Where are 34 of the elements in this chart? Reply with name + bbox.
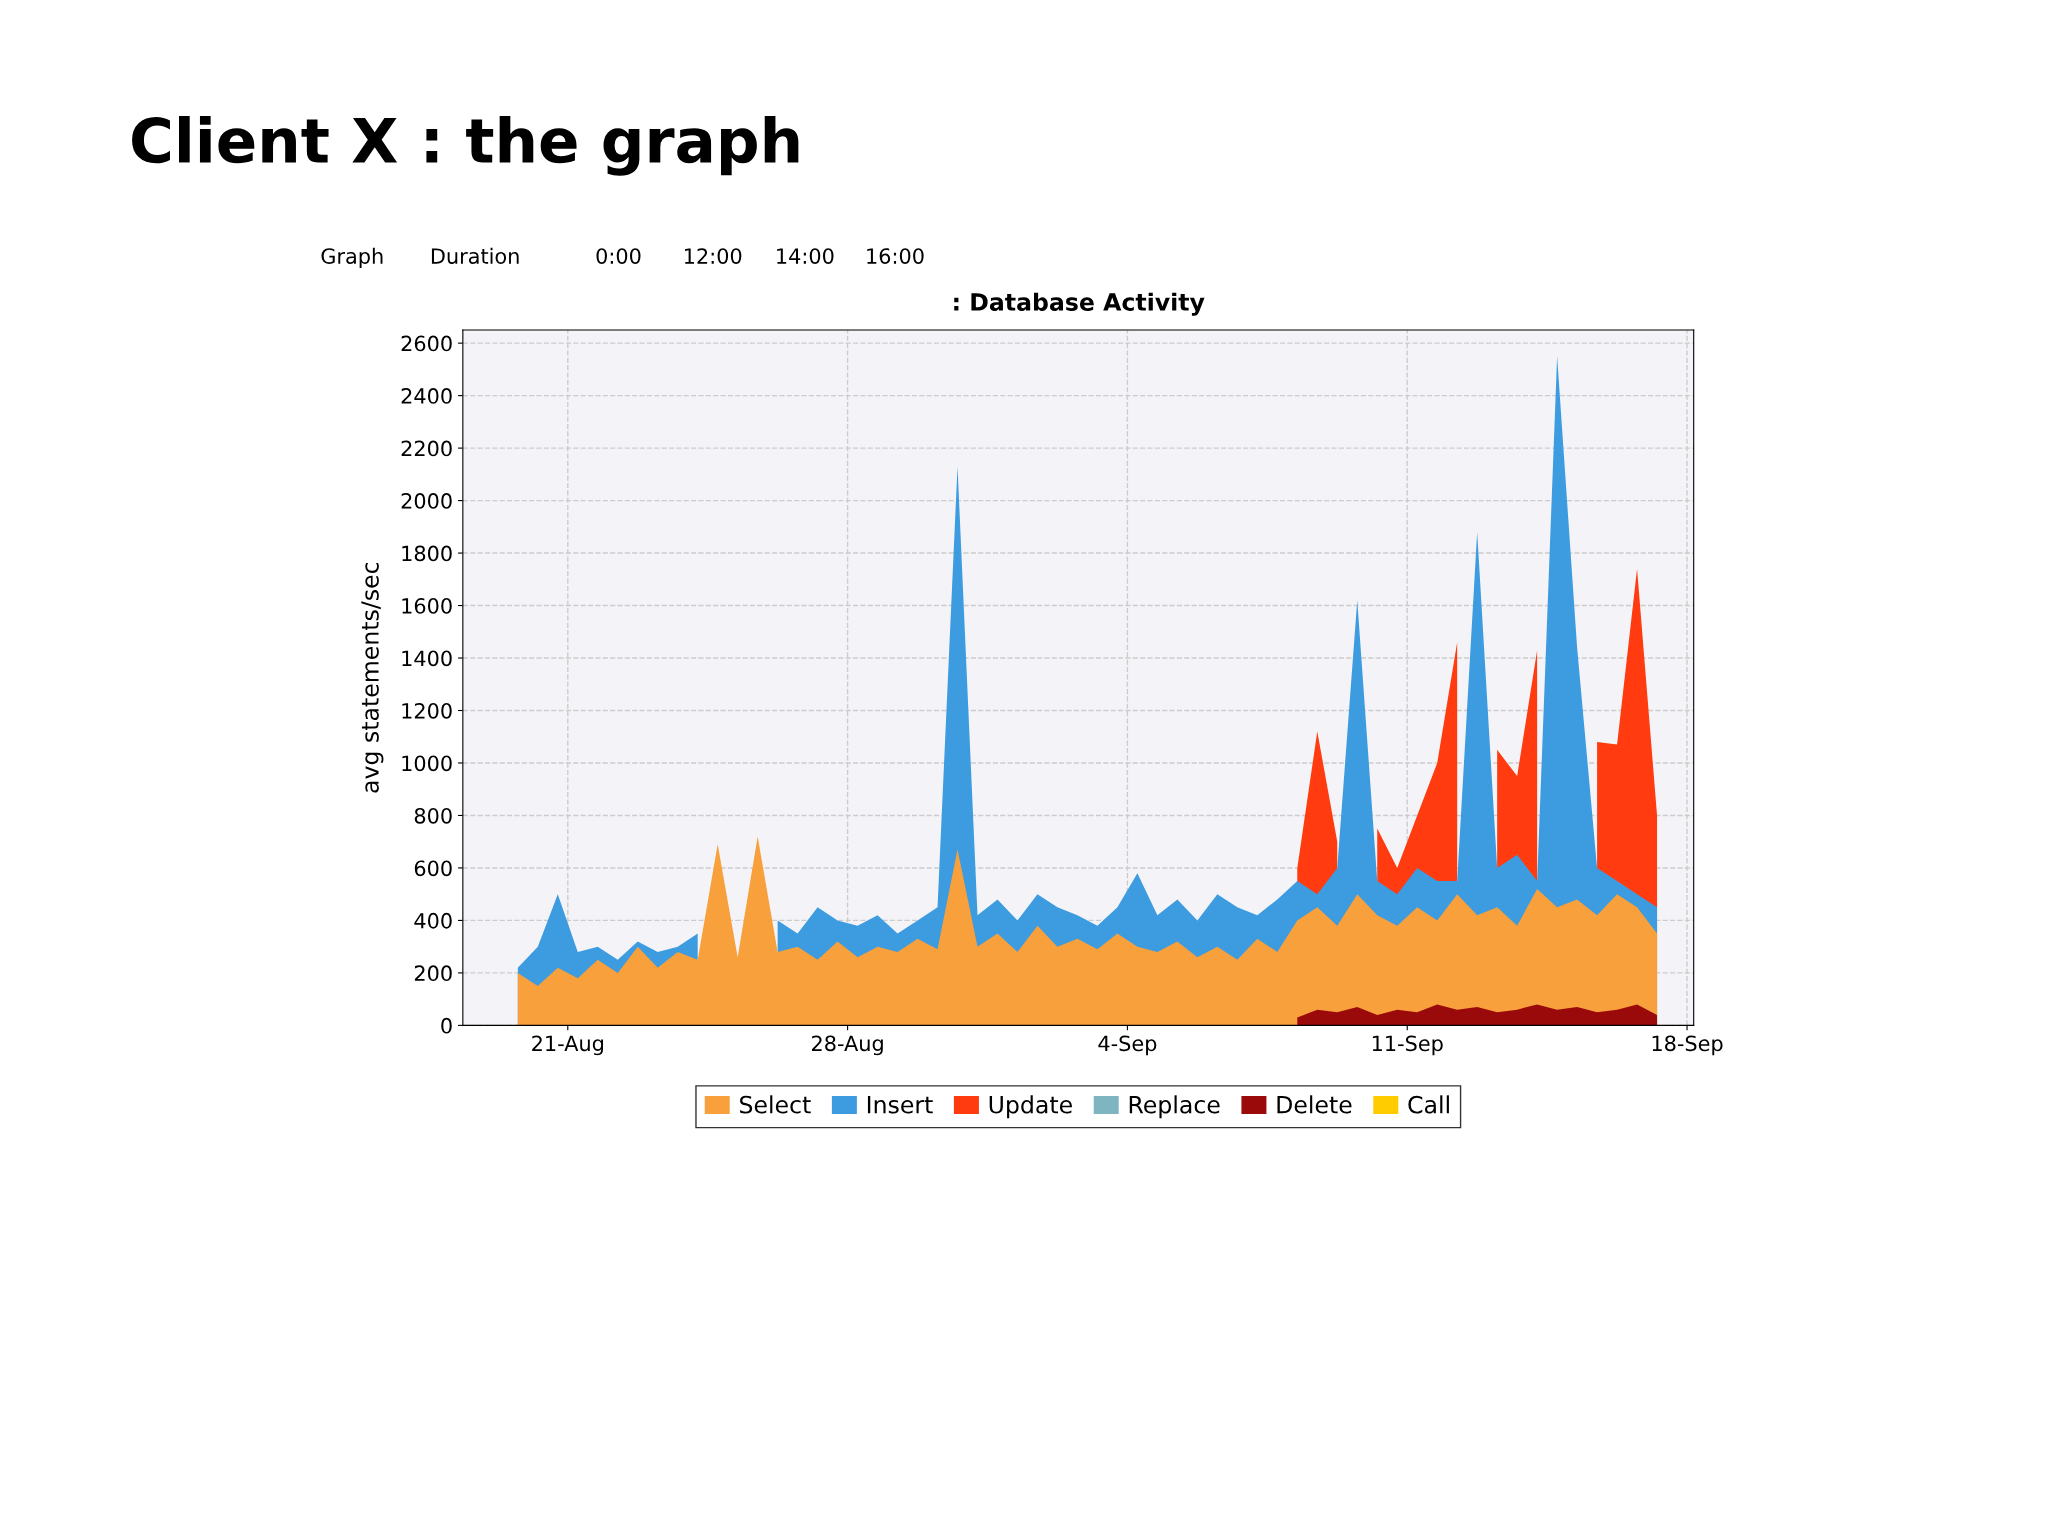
text: 12:00 (684, 248, 742, 264)
y-tick-label: 800 (414, 807, 452, 824)
x-tick-label: 11-Sep (1372, 1035, 1443, 1056)
text: 16:00 (867, 248, 924, 264)
text: Duration (431, 247, 519, 264)
y-tick-label: 0 (441, 1017, 452, 1034)
y-tick-label: 1600 (402, 598, 452, 614)
y-tick-label: 1000 (402, 755, 452, 772)
y-axis-title: avg statements/sec (361, 562, 384, 793)
y-tick-label: 1200 (402, 702, 452, 719)
y-tick-label: 600 (414, 860, 452, 877)
x-tick-label: 28-Aug (812, 1035, 883, 1056)
y-tick-label: 1800 (402, 545, 452, 562)
y-tick-label: 200 (414, 965, 452, 982)
y-tick-label: 2400 (401, 388, 452, 404)
legend-label: Select (740, 1095, 811, 1114)
text: 0:00 (596, 248, 641, 264)
legend-label: Insert (867, 1096, 933, 1114)
chart-title: Client X : the graph (132, 116, 799, 176)
legend-label: Delete (1277, 1095, 1352, 1114)
text: 14:00 (777, 248, 834, 264)
y-tick-label: 400 (414, 912, 452, 929)
x-tick-label: 18-Sep (1652, 1035, 1723, 1056)
legend-label: Call (1408, 1095, 1449, 1114)
x-tick-label: 21-Aug (532, 1035, 603, 1056)
y-tick-label: 1400 (402, 650, 452, 667)
legend-label: Update (989, 1095, 1072, 1119)
y-tick-label: 2000 (401, 493, 452, 509)
text: Graph (321, 247, 383, 268)
y-tick-label: 2200 (401, 440, 452, 457)
chart-subtitle: : Database Activity (954, 292, 1205, 316)
legend-label: Replace (1129, 1095, 1220, 1119)
y-tick-label: 2600 (401, 335, 452, 352)
x-tick-label: 4-Sep (1098, 1035, 1157, 1056)
